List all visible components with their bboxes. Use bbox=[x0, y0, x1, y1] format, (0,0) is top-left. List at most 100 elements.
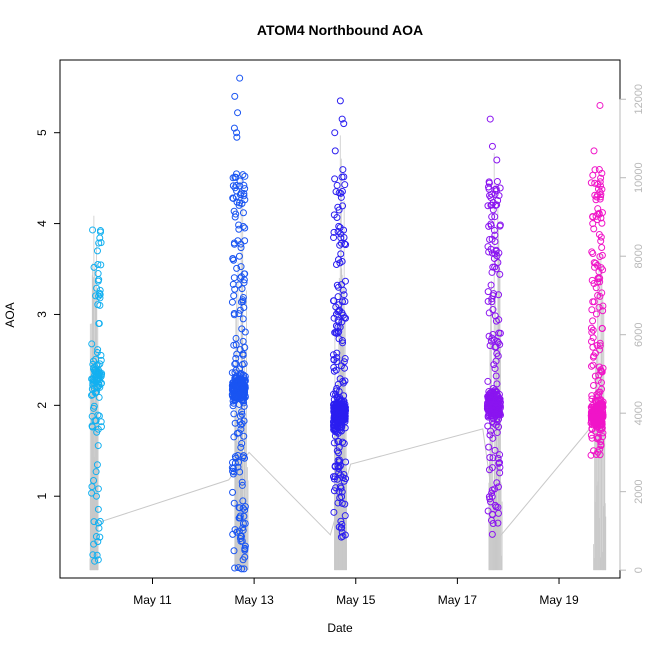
data-point bbox=[89, 226, 97, 234]
data-point bbox=[335, 487, 343, 495]
data-point bbox=[484, 183, 492, 191]
data-point bbox=[496, 463, 504, 471]
data-point bbox=[240, 304, 248, 312]
data-point bbox=[330, 439, 338, 447]
data-point bbox=[588, 410, 596, 418]
data-point bbox=[330, 421, 338, 429]
data-point bbox=[96, 533, 104, 541]
data-point bbox=[238, 439, 246, 447]
data-point bbox=[96, 234, 104, 242]
data-point bbox=[240, 452, 248, 460]
data-point bbox=[232, 359, 240, 367]
data-point bbox=[488, 334, 496, 342]
data-point bbox=[238, 408, 246, 416]
data-point bbox=[494, 503, 502, 511]
data-point bbox=[484, 392, 492, 400]
data-point bbox=[488, 295, 496, 303]
data-point bbox=[491, 213, 499, 221]
data-point bbox=[234, 109, 242, 117]
data-point bbox=[598, 169, 606, 177]
data-point bbox=[598, 419, 606, 427]
data-point bbox=[236, 514, 244, 522]
data-point bbox=[484, 404, 492, 412]
data-point bbox=[335, 222, 343, 230]
data-point bbox=[490, 361, 498, 369]
data-point bbox=[493, 201, 501, 209]
data-point bbox=[337, 234, 345, 242]
data-point bbox=[490, 407, 498, 415]
data-point bbox=[91, 557, 99, 565]
data-point bbox=[232, 454, 240, 462]
data-point bbox=[88, 340, 96, 348]
data-point bbox=[495, 316, 503, 324]
data-point bbox=[330, 228, 338, 236]
data-point bbox=[91, 377, 99, 385]
data-point bbox=[488, 249, 496, 257]
data-point bbox=[232, 354, 240, 362]
data-point bbox=[94, 519, 102, 527]
x-tick-label: May 13 bbox=[234, 593, 274, 607]
x-axis-label: Date bbox=[327, 621, 353, 635]
data-point bbox=[240, 192, 248, 200]
data-point bbox=[231, 396, 239, 404]
data-point bbox=[239, 504, 247, 512]
data-point bbox=[338, 488, 346, 496]
data-point bbox=[487, 194, 495, 202]
data-point bbox=[495, 459, 503, 467]
data-point bbox=[230, 240, 238, 248]
data-point bbox=[93, 284, 101, 292]
data-point bbox=[486, 115, 494, 123]
data-point bbox=[96, 360, 104, 368]
data-point bbox=[235, 221, 243, 229]
data-point bbox=[336, 259, 344, 267]
data-point bbox=[240, 432, 248, 440]
data-point bbox=[233, 429, 241, 437]
points-layer bbox=[88, 74, 607, 573]
data-point bbox=[488, 298, 496, 306]
data-point bbox=[496, 469, 504, 477]
data-point bbox=[330, 314, 338, 322]
data-point bbox=[339, 166, 347, 174]
data-point bbox=[335, 437, 343, 445]
data-point bbox=[340, 470, 348, 478]
data-point bbox=[588, 395, 596, 403]
y-tick-label: 3 bbox=[35, 311, 49, 318]
data-point bbox=[493, 479, 501, 487]
data-point bbox=[331, 147, 339, 155]
data-point bbox=[495, 192, 503, 200]
data-point bbox=[597, 441, 605, 449]
data-point bbox=[484, 412, 492, 420]
data-point bbox=[92, 292, 100, 300]
data-point bbox=[231, 285, 239, 293]
data-point bbox=[488, 190, 496, 198]
data-point bbox=[587, 324, 595, 332]
data-point bbox=[94, 277, 102, 285]
data-point bbox=[589, 298, 597, 306]
data-point bbox=[491, 231, 499, 239]
data-point bbox=[489, 519, 497, 527]
data-point bbox=[335, 328, 343, 336]
data-point bbox=[339, 298, 347, 306]
data-point bbox=[589, 334, 597, 342]
data-point bbox=[596, 339, 604, 347]
data-point bbox=[597, 237, 605, 245]
x-axis: May 11 May 13 May 15 May 17 May 19 bbox=[133, 577, 579, 607]
data-point bbox=[337, 517, 345, 525]
data-point bbox=[97, 261, 105, 269]
data-point bbox=[94, 346, 102, 354]
data-point bbox=[337, 396, 345, 404]
data-point bbox=[97, 239, 105, 247]
data-point bbox=[341, 531, 349, 539]
data-point bbox=[92, 355, 100, 363]
data-point bbox=[485, 178, 493, 186]
data-point bbox=[338, 520, 346, 528]
data-point bbox=[492, 247, 500, 255]
data-point bbox=[591, 179, 599, 187]
data-point bbox=[591, 415, 599, 423]
data-point bbox=[331, 175, 339, 183]
data-point bbox=[96, 294, 104, 302]
data-point bbox=[341, 297, 349, 305]
data-point bbox=[492, 399, 500, 407]
data-point bbox=[231, 173, 239, 181]
data-point bbox=[597, 193, 605, 201]
